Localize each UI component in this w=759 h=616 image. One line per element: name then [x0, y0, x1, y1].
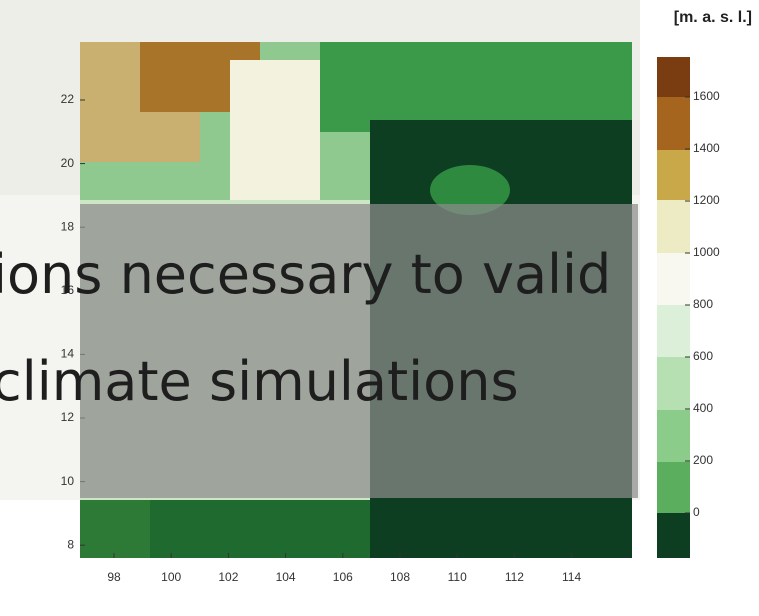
colorbar-band	[657, 410, 690, 462]
colorbar-tick-label: 800	[693, 297, 713, 311]
colorbar-band	[657, 97, 690, 150]
colorbar-tick-label: 1000	[693, 245, 720, 259]
x-tick-label: 98	[107, 570, 121, 584]
terrain	[230, 60, 320, 200]
y-tick-label: 10	[61, 474, 75, 488]
x-tick-label: 114	[562, 570, 581, 584]
colorbar-tick-label: 0	[693, 505, 700, 519]
colorbar-band	[657, 200, 690, 253]
colorbar-tick-label: 600	[693, 349, 713, 363]
y-tick-label: 22	[61, 92, 75, 106]
colorbar-band	[657, 357, 690, 410]
x-tick-label: 104	[276, 570, 296, 584]
colorbar-tick-label: 200	[693, 453, 713, 467]
y-tick-label: 8	[67, 537, 74, 551]
colorbar-tick-label: 1400	[693, 141, 720, 155]
colorbar	[657, 57, 690, 558]
colorbar-band	[657, 57, 690, 97]
x-tick-label: 108	[390, 570, 410, 584]
colorbar-band	[657, 462, 690, 513]
colorbar-band	[657, 305, 690, 357]
x-tick-label: 112	[505, 570, 524, 584]
slide: [m. a. s. l.] 22201816141210898100102104…	[0, 0, 759, 616]
x-tick-label: 102	[218, 570, 238, 584]
colorbar-tick-label: 400	[693, 401, 713, 415]
page: [m. a. s. l.] 22201816141210898100102104…	[0, 0, 759, 616]
colorbar-tick-label: 1600	[693, 89, 720, 103]
y-tick-label: 18	[61, 219, 75, 233]
x-tick-label: 110	[448, 570, 467, 584]
overlay-line: climate simulations	[0, 350, 519, 413]
colorbar-band	[657, 513, 690, 558]
terrain	[80, 500, 150, 558]
colorbar-band	[657, 150, 690, 200]
overlay-line: ions necessary to valid	[0, 243, 611, 306]
x-tick-label: 106	[333, 570, 353, 584]
colorbar-tick-label: 1200	[693, 193, 720, 207]
terrain	[320, 42, 632, 132]
x-tick-label: 100	[161, 570, 181, 584]
y-tick-label: 20	[61, 156, 75, 170]
unit-label: [m. a. s. l.]	[674, 9, 752, 26]
terrain	[150, 500, 370, 558]
colorbar-band	[657, 253, 690, 305]
